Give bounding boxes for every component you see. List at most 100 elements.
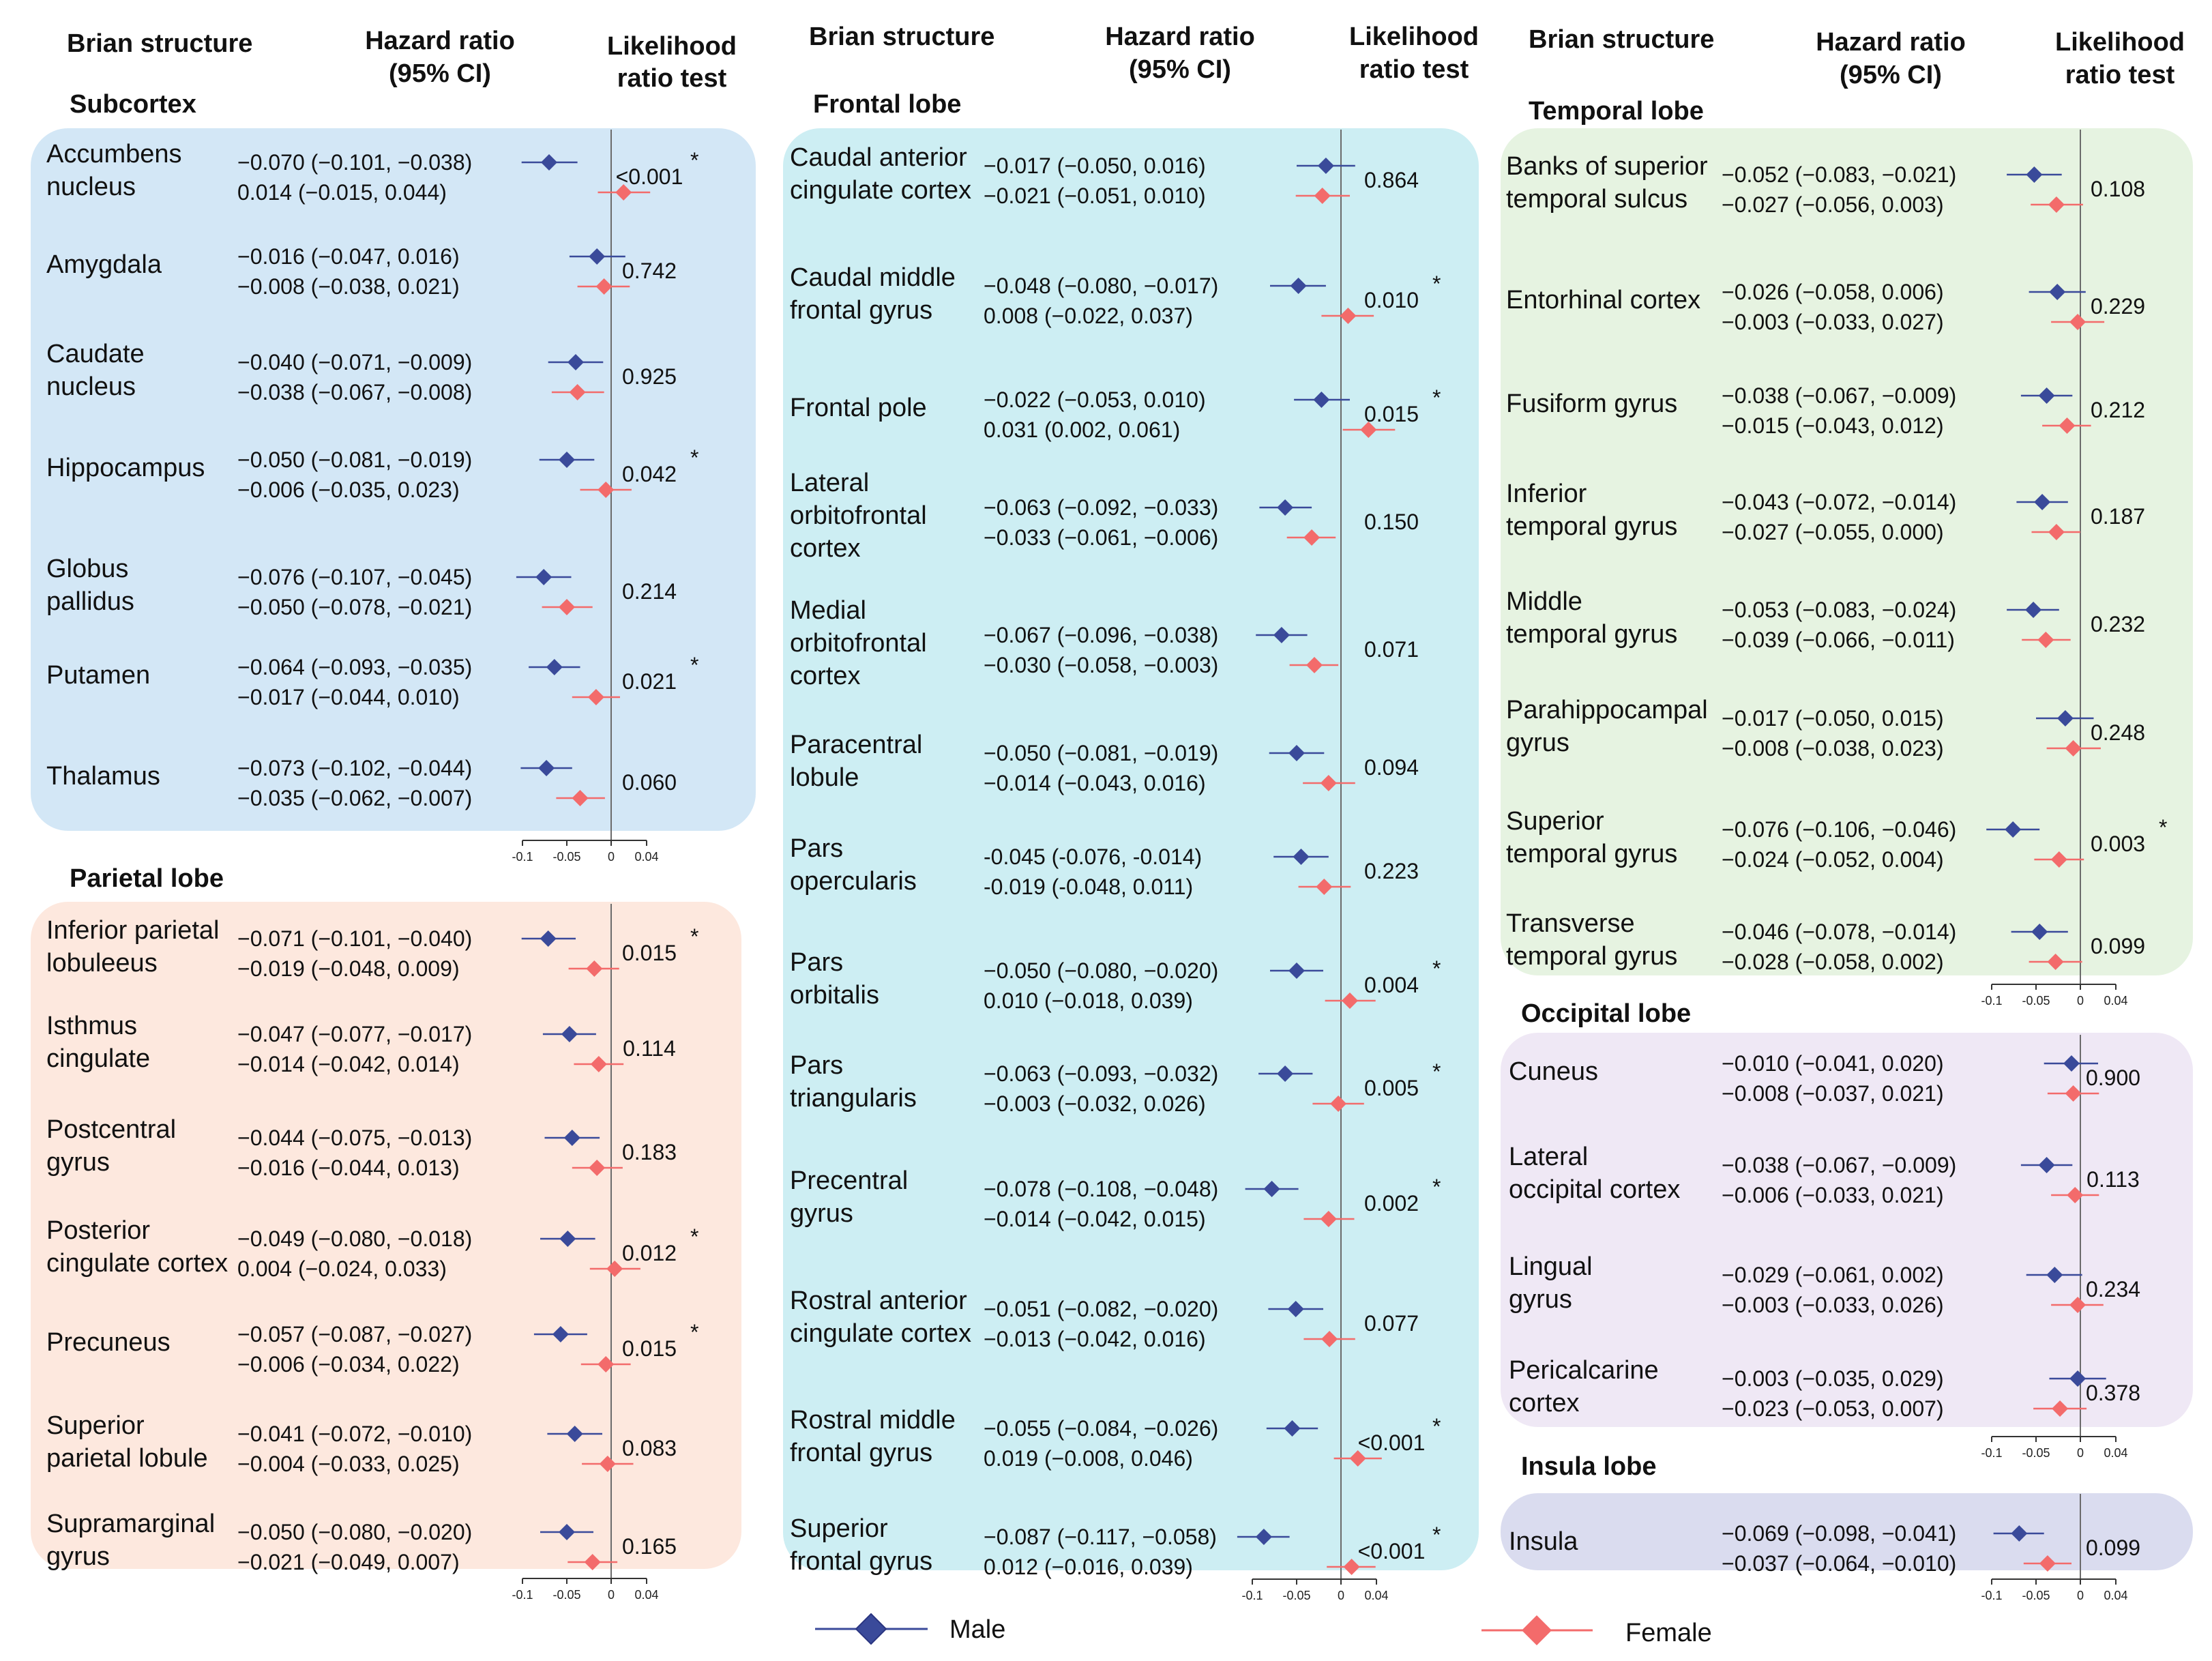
significance-marker: *: [1432, 385, 1441, 410]
female-estimate-marker: [598, 482, 615, 498]
male-estimate-marker: [561, 1026, 578, 1042]
row-frontal-5: Paracentral lobule −0.050 (−0.081, −0.019)…: [790, 731, 1419, 795]
structure-name: Rostral anterior: [790, 1287, 967, 1315]
female-ci-text: −0.003 (−0.033, 0.027): [1722, 310, 1944, 334]
male-ci-text: −0.050 (−0.080, −0.020): [237, 1520, 472, 1544]
panel-subcortex: Subcortex -0.1 -0.05 0 0.04 Accumbens nucleus −…: [31, 90, 756, 864]
female-estimate-marker: [1330, 1096, 1347, 1112]
row-subcortex-3: Hippocampus −0.050 (−0.081, −0.019) −0.006…: [46, 445, 698, 502]
row-parietal-1: Isthmus cingulate −0.047 (−0.077, −0.017) −…: [46, 1012, 676, 1076]
male-estimate-marker: [546, 659, 563, 675]
female-estimate-marker: [2039, 1555, 2056, 1572]
male-ci-text: −0.044 (−0.075, −0.013): [237, 1126, 472, 1150]
female-ci-text: 0.004 (−0.024, 0.033): [237, 1256, 447, 1281]
female-estimate-marker: [615, 184, 632, 201]
significance-marker: *: [690, 445, 698, 470]
structure-name: Caudal middle: [790, 263, 956, 292]
x-axis-tick-label: 0.04: [2104, 1589, 2127, 1602]
male-ci-text: −0.078 (−0.108, −0.048): [984, 1177, 1218, 1201]
female-ci-text: −0.003 (−0.033, 0.026): [1722, 1293, 1944, 1317]
header-col3: Brian structure Hazard ratio (95% CI) Li…: [1529, 25, 2185, 89]
male-estimate-marker: [1293, 849, 1310, 865]
structure-name: Supramarginal: [46, 1510, 215, 1538]
female-estimate-marker: [2048, 524, 2065, 540]
structure-name: Pars: [790, 1051, 843, 1080]
female-ci-text: 0.008 (−0.022, 0.037): [984, 304, 1193, 328]
header-col2: Brian structure Hazard ratio (95% CI) Li…: [809, 23, 1479, 84]
female-ci-text: −0.004 (−0.033, 0.025): [237, 1452, 460, 1476]
structure-name: occipital cortex: [1509, 1175, 1680, 1204]
male-estimate-marker: [1273, 627, 1290, 643]
lrt-value: <0.001: [616, 164, 683, 189]
x-axis-tick-label: 0: [2077, 1589, 2084, 1602]
section-title: Parietal lobe: [70, 864, 224, 893]
female-ci-text: −0.014 (−0.042, 0.014): [237, 1052, 460, 1076]
female-estimate-marker: [2065, 740, 2082, 756]
lrt-value: 0.042: [622, 462, 677, 486]
significance-marker: *: [1432, 271, 1441, 296]
female-ci-text: 0.012 (−0.016, 0.039): [984, 1555, 1193, 1579]
significance-marker: *: [690, 1320, 698, 1344]
female-estimate-marker: [584, 1554, 601, 1570]
lrt-value: 0.150: [1364, 510, 1419, 534]
male-ci-text: -0.045 (-0.076, -0.014): [984, 844, 1202, 869]
structure-name: lobuleeus: [46, 949, 158, 978]
lrt-value: 0.214: [622, 579, 677, 604]
structure-name: pallidus: [46, 587, 134, 616]
panel-frontal: Frontal lobe -0.1 -0.05 0 0.04 Caudal anterio…: [783, 90, 1479, 1602]
lrt-value: 0.004: [1364, 973, 1419, 997]
male-ci-text: −0.040 (−0.071, −0.009): [237, 350, 472, 374]
structure-name: cortex: [790, 662, 860, 690]
structure-name: Paracentral: [790, 731, 922, 759]
header-structure: Brian structure: [67, 29, 252, 58]
panel-temporal: Temporal lobe -0.1 -0.05 0 0.04 Banks of supe…: [1501, 97, 2193, 1008]
male-ci-text: −0.055 (−0.084, −0.026): [984, 1416, 1218, 1441]
header-lrt-sub: ratio test: [1359, 55, 1469, 84]
section-title: Subcortex: [70, 90, 196, 119]
header-hazard-ci: (95% CI): [1840, 61, 1942, 89]
female-ci-text: −0.030 (−0.058, −0.003): [984, 653, 1218, 677]
row-occipital-3: Pericalcarine cortex −0.003 (−0.035, 0.029…: [1509, 1356, 2140, 1421]
male-estimate-marker: [1287, 1301, 1304, 1317]
female-ci-text: 0.010 (−0.018, 0.039): [984, 988, 1193, 1013]
section-title: Insula lobe: [1521, 1452, 1656, 1481]
lrt-value: 0.094: [1364, 755, 1419, 780]
female-ci-text: −0.027 (−0.056, 0.003): [1722, 192, 1944, 217]
male-estimate-marker: [2056, 710, 2074, 726]
x-axis-tick-label: -0.1: [1981, 994, 2002, 1008]
male-ci-text: −0.073 (−0.102, −0.044): [237, 756, 472, 780]
header-hazard-ratio: Hazard ratio: [1105, 23, 1255, 51]
x-axis-tick-label: -0.1: [512, 850, 533, 864]
x-axis-tick-label: -0.05: [1282, 1589, 1310, 1602]
structure-name: Frontal pole: [790, 394, 927, 422]
male-estimate-marker: [567, 354, 584, 370]
male-estimate-marker: [1255, 1529, 1272, 1545]
row-frontal-10: Rostral anterior cingulate cortex −0.051 (…: [790, 1287, 1419, 1351]
structure-name: frontal gyrus: [790, 296, 932, 325]
section-title: Occipital lobe: [1521, 999, 1691, 1028]
structure-name: Superior: [46, 1411, 145, 1440]
structure-name: Lateral: [790, 469, 869, 497]
male-ci-text: −0.076 (−0.106, −0.046): [1722, 817, 1956, 842]
structure-name: Superior: [1506, 807, 1604, 836]
male-ci-text: −0.050 (−0.080, −0.020): [984, 958, 1218, 983]
structure-name: Posterior: [46, 1216, 150, 1245]
female-ci-text: −0.008 (−0.038, 0.021): [237, 274, 460, 299]
male-ci-text: −0.049 (−0.080, −0.018): [237, 1226, 472, 1251]
female-estimate-marker: [2069, 314, 2086, 330]
x-axis-tick-label: -0.1: [512, 1588, 533, 1602]
lrt-value: <0.001: [1358, 1430, 1426, 1455]
male-estimate-marker: [2038, 387, 2055, 404]
female-ci-text: −0.038 (−0.067, −0.008): [237, 380, 472, 405]
structure-name: Amygdala: [46, 250, 162, 279]
male-ci-text: −0.050 (−0.081, −0.019): [984, 741, 1218, 765]
lrt-value: 0.183: [622, 1140, 677, 1164]
female-estimate-marker: [1316, 879, 1333, 895]
row-parietal-6: Supramarginal gyrus −0.050 (−0.080, −0.020…: [46, 1510, 677, 1574]
legend: Male Female: [815, 1613, 1712, 1647]
lrt-value: 0.114: [623, 1036, 676, 1061]
x-axis: -0.1 -0.05 0 0.04: [512, 840, 659, 864]
panel-background: [1501, 1033, 2193, 1427]
structure-name: Rostral middle: [790, 1406, 956, 1435]
structure-name: gyrus: [1506, 729, 1569, 757]
